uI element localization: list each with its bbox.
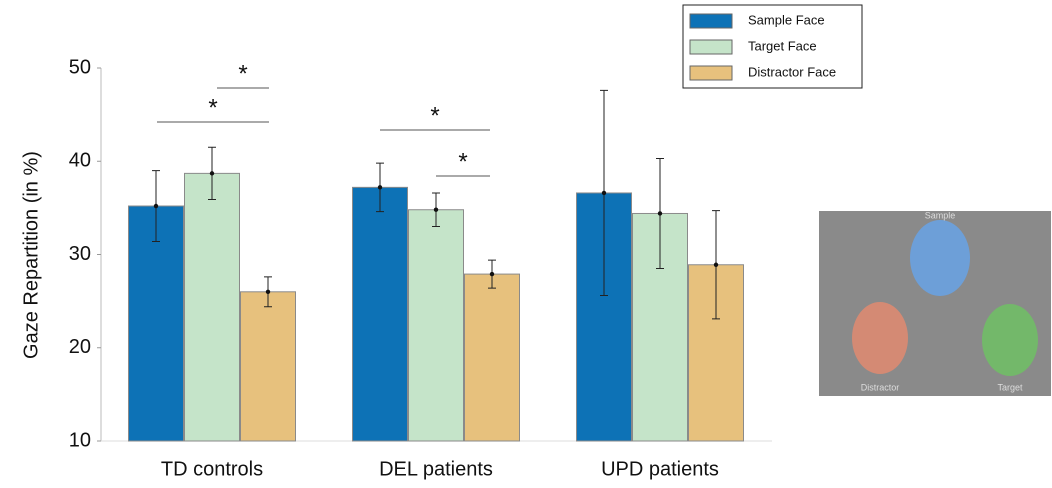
legend-swatch bbox=[689, 13, 733, 29]
legend-swatch bbox=[689, 39, 733, 55]
mean-dot bbox=[377, 185, 383, 190]
face-image: Sample Distractor Target bbox=[819, 210, 1051, 396]
y-axis-title: Gaze Repartition (in %) bbox=[20, 151, 42, 359]
y-tick-label: 50 bbox=[69, 56, 91, 78]
y-tick-label: 10 bbox=[69, 429, 91, 451]
mean-dot bbox=[489, 271, 495, 277]
mean-dot bbox=[601, 190, 607, 196]
significance-star: * bbox=[458, 148, 467, 175]
mean-dot bbox=[209, 171, 215, 176]
legend-swatch bbox=[689, 65, 733, 81]
image-label: Target bbox=[997, 382, 1023, 392]
bar bbox=[240, 291, 296, 442]
image-label: Sample bbox=[925, 210, 956, 220]
bar bbox=[464, 273, 520, 442]
y-tick-label: 20 bbox=[69, 336, 91, 358]
y-tick-label: 30 bbox=[69, 243, 91, 265]
significance-star: * bbox=[208, 94, 217, 121]
x-tick-label: TD controls bbox=[161, 458, 263, 480]
mean-dot bbox=[265, 289, 271, 294]
mean-dot bbox=[657, 211, 663, 216]
x-tick-label: UPD patients bbox=[601, 458, 719, 480]
bar bbox=[352, 186, 408, 442]
image-label: Distractor bbox=[861, 382, 900, 392]
legend-label: Sample Face bbox=[748, 12, 825, 27]
bar bbox=[128, 205, 184, 442]
legend-label: Distractor Face bbox=[748, 64, 836, 79]
mean-dot bbox=[713, 262, 719, 267]
mean-dot bbox=[153, 203, 159, 209]
bar bbox=[184, 172, 240, 442]
legend-label: Target Face bbox=[748, 38, 817, 53]
y-tick-label: 40 bbox=[69, 150, 91, 172]
significance-star: * bbox=[430, 102, 439, 129]
mean-dot bbox=[433, 207, 439, 212]
bar bbox=[408, 209, 464, 442]
significance-star: * bbox=[238, 60, 247, 87]
bar bbox=[576, 192, 632, 442]
x-tick-label: DEL patients bbox=[379, 458, 493, 480]
